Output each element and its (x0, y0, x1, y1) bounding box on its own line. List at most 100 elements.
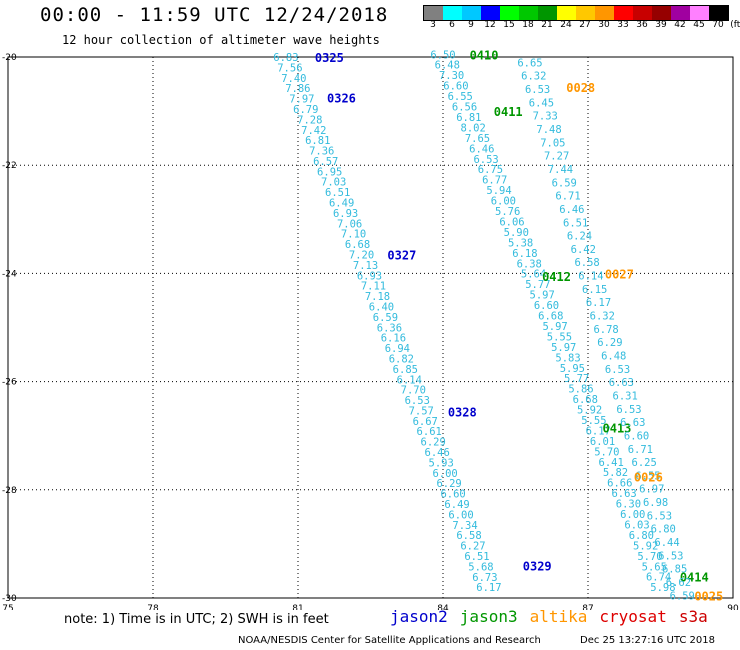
swh-value: 6.95 (317, 166, 342, 178)
swh-value: 6.59 (373, 312, 398, 324)
swh-value: 6.68 (573, 394, 598, 406)
swh-value: 5.95 (560, 363, 585, 375)
swh-value: 7.65 (465, 133, 490, 145)
swh-value: 6.85 (662, 564, 687, 576)
swh-value: 6.00 (491, 196, 516, 208)
swh-value: 7.48 (536, 124, 561, 136)
swh-value: 6.75 (478, 164, 503, 176)
swh-value: 6.27 (460, 541, 485, 553)
scale-label: 18 (522, 20, 534, 30)
swh-value: 6.59 (670, 590, 695, 602)
swh-value: 7.33 (533, 111, 558, 123)
swh-value: 7.44 (548, 164, 573, 176)
swh-value: 6.53 (525, 84, 550, 96)
swh-value: 6.06 (499, 216, 524, 228)
legend-item-jason2: jason2 (390, 607, 448, 626)
swh-value: 8.02 (461, 122, 486, 134)
scale-swatch (481, 6, 500, 20)
swh-value: 7.97 (289, 94, 314, 106)
legend: jason2 jason3 altika cryosat s3a (390, 607, 720, 626)
swh-value: 6.31 (613, 390, 638, 402)
y-tick-label: -28 (2, 486, 17, 496)
pass-label: 0325 (315, 51, 344, 65)
swh-value: 5.70 (637, 551, 662, 563)
swh-value: 5.94 (486, 185, 511, 197)
pass-label: 0327 (387, 248, 416, 262)
swh-value: 6.46 (469, 143, 494, 155)
swh-value: 6.51 (563, 217, 588, 229)
page-title: 00:00 - 11:59 UTC 12/24/2018 (40, 4, 389, 26)
swh-value: 7.36 (309, 146, 334, 158)
swh-value: 5.90 (504, 227, 529, 239)
scale-label: 3 (430, 20, 436, 30)
swh-value: 6.63 (611, 488, 636, 500)
scale-label: 39 (655, 20, 667, 30)
scale-swatch (652, 6, 671, 20)
legend-item-jason3: jason3 (459, 607, 518, 626)
swh-value: 7.70 (401, 385, 426, 397)
timestamp-text: Dec 25 13:27:16 UTC 2018 (580, 635, 715, 646)
scale-swatch (424, 6, 443, 20)
swh-value: 5.92 (633, 540, 658, 552)
swh-value: 6.74 (646, 572, 671, 584)
swh-value: 6.60 (534, 300, 559, 312)
scale-label: 9 (468, 20, 474, 30)
swh-value: 6.48 (435, 60, 460, 72)
x-tick-label: 84 (437, 604, 449, 610)
scale-swatch (519, 6, 538, 20)
swh-value: 6.58 (574, 257, 599, 269)
swh-value: 6.53 (405, 395, 430, 407)
swh-value: 6.63 (620, 417, 645, 429)
swh-value: 6.80 (651, 524, 676, 536)
swh-value: 6.53 (658, 550, 683, 562)
scale-swatch (614, 6, 633, 20)
swh-value: 6.17 (586, 297, 611, 309)
swh-value: 6.63 (609, 377, 634, 389)
scale-label: 70 (712, 20, 724, 30)
swh-value: 5.97 (530, 290, 555, 302)
swh-value: 6.81 (456, 112, 481, 124)
swh-value: 7.05 (540, 137, 565, 149)
swh-value: 6.14 (578, 271, 603, 283)
swh-value: 6.01 (590, 436, 615, 448)
page-subtitle: 12 hour collection of altimeter wave hei… (62, 33, 380, 47)
swh-value: 6.98 (643, 497, 668, 509)
swh-value: 6.14 (397, 374, 422, 386)
scale-swatch (557, 6, 576, 20)
pass-label: 0329 (523, 560, 552, 574)
x-tick-label: 78 (147, 604, 159, 610)
swh-value: 6.30 (616, 499, 641, 511)
swh-value: 6.94 (385, 343, 410, 355)
swh-value: 5.98 (650, 582, 675, 594)
swh-value: 5.82 (603, 467, 628, 479)
credit-text: NOAA/NESDIS Center for Satellite Applica… (238, 635, 541, 646)
swh-value: 7.11 (361, 281, 386, 293)
scale-swatch (690, 6, 709, 20)
pass-label: 0027 (605, 267, 634, 281)
y-tick-label: -20 (2, 53, 17, 63)
swh-value: 6.15 (582, 284, 607, 296)
swh-value: 5.83 (555, 352, 580, 364)
scale-swatch (500, 6, 519, 20)
swh-value: 6.56 (452, 102, 477, 114)
swh-value: 6.36 (377, 322, 402, 334)
swh-value: 6.25 (632, 457, 657, 469)
pass-label: 0028 (566, 81, 595, 95)
x-tick-label: 75 (2, 604, 13, 610)
swh-value: 6.46 (559, 204, 584, 216)
swh-value: 6.17 (476, 582, 501, 594)
swh-value: 7.27 (544, 151, 569, 163)
scale-swatch (633, 6, 652, 20)
swh-value: 6.16 (381, 333, 406, 345)
legend-item-s3a: s3a (678, 607, 708, 626)
scale-label: (ft) (730, 20, 740, 30)
swh-value: 7.06 (337, 218, 362, 230)
pass-label: 0410 (470, 48, 499, 62)
swh-value: 7.34 (452, 520, 477, 532)
pass-label: 0413 (603, 422, 632, 436)
swh-value: 7.18 (365, 291, 390, 303)
swh-value: 6.38 (517, 258, 542, 270)
scale-swatch (443, 6, 462, 20)
swh-value: 6.53 (473, 154, 498, 166)
pass-label: 0411 (494, 105, 523, 119)
